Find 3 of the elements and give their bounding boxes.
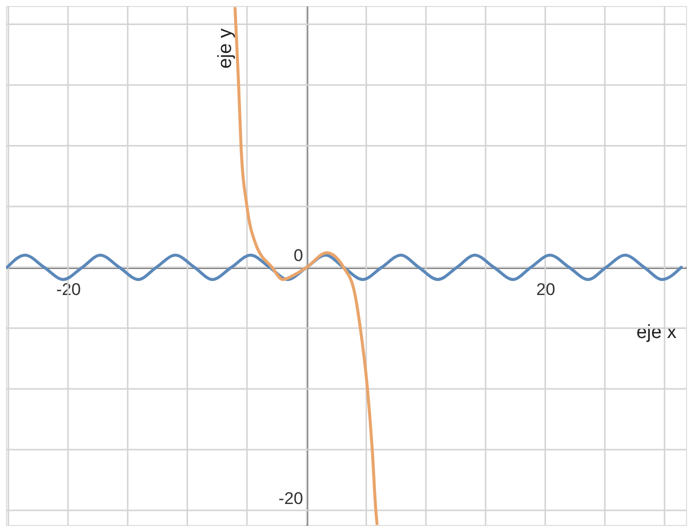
y-tick-label: 0 (294, 246, 304, 265)
x-tick-label: 20 (536, 280, 556, 299)
y-axis-title: eje y (215, 28, 236, 69)
